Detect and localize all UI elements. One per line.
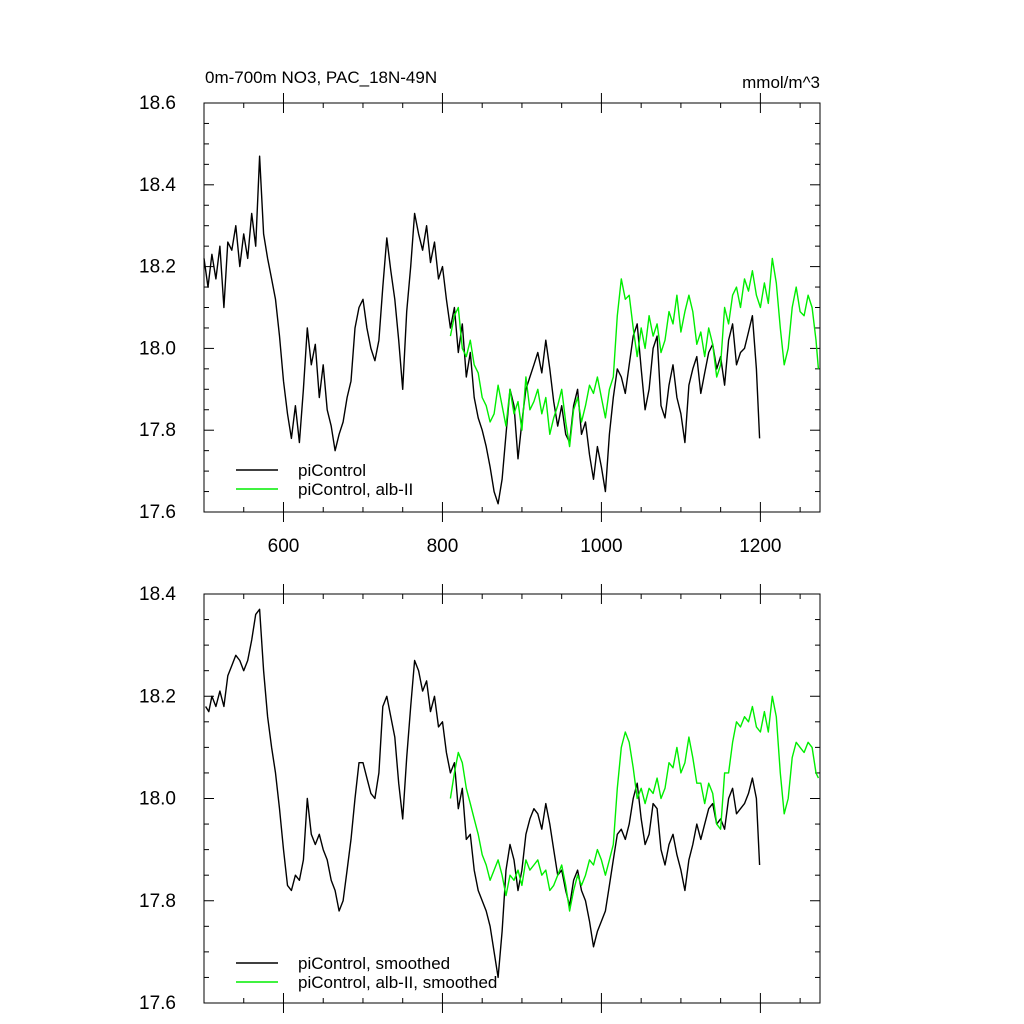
x-tick-label: 600 — [268, 536, 300, 557]
series-line-picontrol-alb-ii — [449, 257, 820, 448]
series-line-picontrol-alb-ii — [449, 695, 820, 912]
legend-label: piControl, alb-II, smoothed — [298, 973, 497, 992]
y-tick-label: 18.0 — [139, 789, 176, 810]
y-tick-label: 17.8 — [139, 420, 176, 441]
y-tick-label: 17.8 — [139, 891, 176, 912]
y-tick-label: 18.4 — [139, 584, 176, 605]
legend-label: piControl — [298, 461, 366, 480]
series-line-picontrol — [203, 155, 761, 505]
plot-frame — [203, 102, 821, 513]
y-tick-label: 17.6 — [139, 502, 176, 523]
plot-frame — [203, 593, 821, 1004]
x-tick-label: 800 — [427, 536, 459, 557]
units-label: mmol/m^3 — [742, 73, 820, 92]
top-chart-panel: 0m-700m NO3, PAC_18N-49N mmol/m^3 17.6 17… — [139, 68, 821, 557]
x-tick-label: 1000 — [580, 536, 622, 557]
legend-label: piControl, smoothed — [298, 954, 450, 973]
bottom-chart-panel: 17.6 17.8 18.0 18.2 18.4 piControl, smoothedp… — [139, 584, 821, 1014]
chart-title: 0m-700m NO3, PAC_18N-49N — [205, 68, 437, 87]
series-line-picontrol — [205, 608, 761, 979]
x-tick-label: 1200 — [739, 536, 781, 557]
legend-label: piControl, alb-II — [298, 480, 413, 499]
y-tick-label: 17.6 — [139, 993, 176, 1014]
y-tick-label: 18.6 — [139, 93, 176, 114]
y-tick-label: 18.2 — [139, 257, 176, 278]
y-tick-label: 18.0 — [139, 338, 176, 359]
y-tick-label: 18.4 — [139, 175, 176, 196]
y-tick-label: 18.2 — [139, 686, 176, 707]
